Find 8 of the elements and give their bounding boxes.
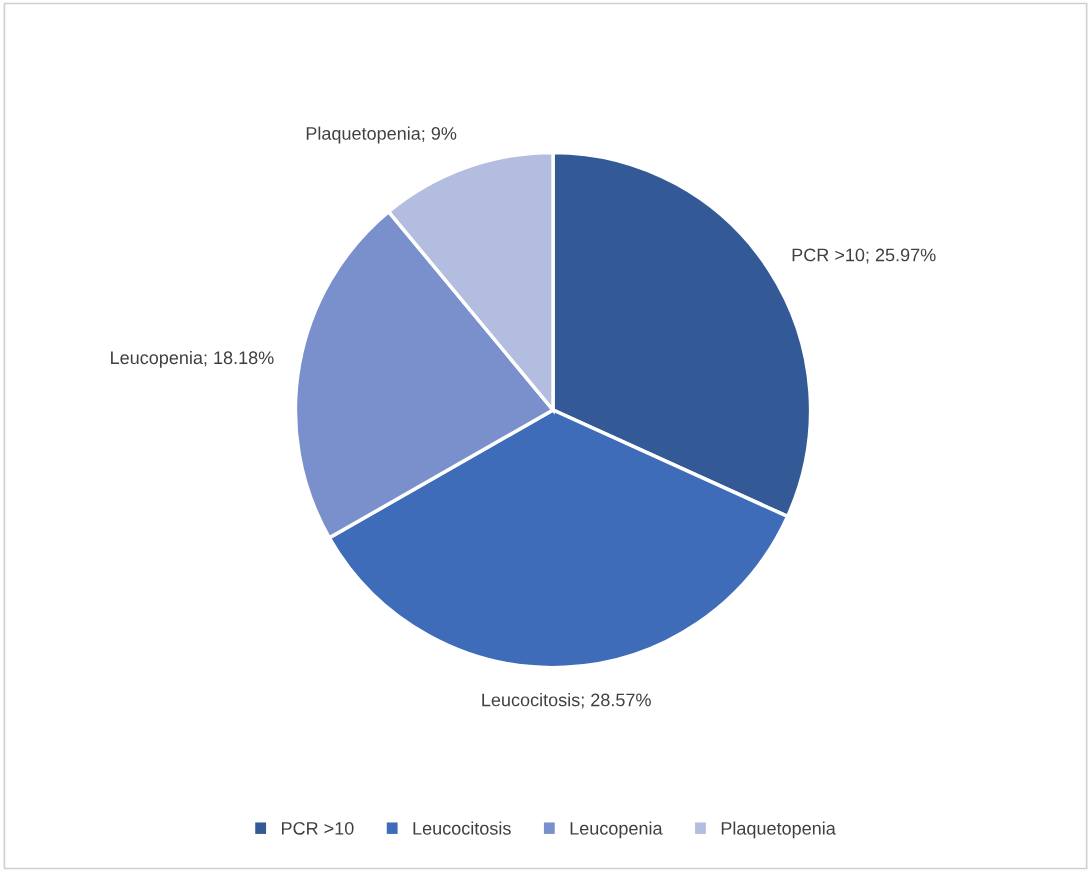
legend-label: Leucocitosis (413, 821, 511, 835)
legend-label: PCR >10 (281, 821, 354, 835)
legend-label: Leucopenia (570, 821, 663, 839)
data-label: Plaquetopenia; 9% (306, 126, 457, 144)
legend-label: Plaquetopenia (721, 821, 836, 839)
data-label: Leucopenia; 18.18% (111, 350, 274, 368)
data-label: Leucocitosis; 28.57% (482, 693, 651, 709)
data-label: PCR >10; 25.97% (792, 248, 936, 264)
